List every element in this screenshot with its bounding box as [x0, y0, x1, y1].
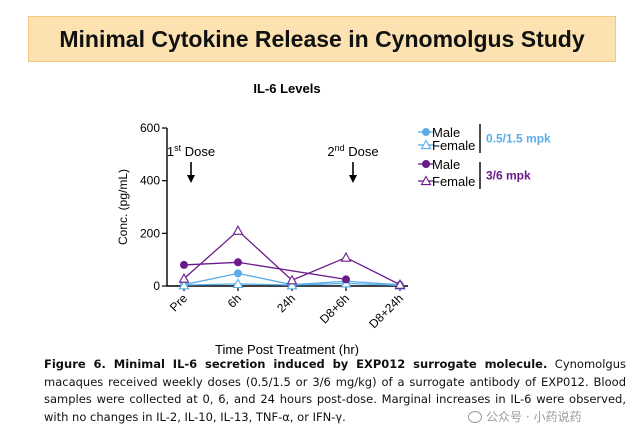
legend-marker [422, 160, 430, 168]
data-point [232, 225, 244, 235]
y-tick-label: 200 [140, 226, 160, 240]
wechat-icon [468, 410, 482, 423]
data-point [234, 269, 242, 278]
legend-marker [420, 175, 432, 186]
legend-label: Female [432, 138, 475, 153]
legend-label: Female [432, 174, 475, 189]
figure-caption: Figure 6. Minimal IL-6 secretion induced… [44, 356, 626, 426]
data-point [178, 272, 190, 283]
legend-label: Male [432, 157, 460, 172]
data-point [286, 274, 298, 285]
dose-arrow-head [187, 175, 195, 183]
dose-annotation: 1st Dose [167, 143, 215, 159]
data-point [394, 279, 406, 289]
data-point [340, 251, 352, 262]
x-tick-label: 24h [274, 291, 298, 315]
data-point [286, 279, 298, 290]
y-axis-label: Conc. (pg/mL) [116, 169, 130, 245]
dose-arrow-head [349, 175, 357, 183]
series-3 [178, 225, 406, 289]
chart-title: IL-6 Levels [253, 81, 320, 96]
banner-title: Minimal Cytokine Release in Cynomolgus S… [59, 25, 585, 52]
series-line [183, 261, 347, 281]
data-point [232, 278, 244, 289]
legend-label: Male [432, 125, 460, 140]
watermark-text: 公众号 · 小药说药 [486, 410, 582, 424]
series-2 [180, 258, 350, 284]
legend-group-label: 3/6 mpk [486, 169, 531, 183]
x-tick-label: D8+24h [366, 291, 406, 331]
x-axis-label: Time Post Treatment (hr) [215, 342, 359, 356]
legend-marker [420, 139, 432, 150]
x-tick-label: 6h [225, 291, 244, 310]
x-tick-label: Pre [167, 291, 190, 314]
watermark: 公众号 · 小药说药 [468, 408, 581, 425]
y-tick-label: 600 [140, 121, 160, 135]
legend-marker [422, 128, 430, 136]
il6-chart: IL-6 Levels 0 200 400 600 Conc. (pg/mL) Pre 6h 2… [116, 81, 551, 356]
data-point [178, 279, 190, 290]
caption-text: Cynomolgus macaques received weekly dose… [44, 357, 626, 424]
data-point [234, 258, 242, 267]
y-tick-label: 0 [153, 279, 160, 293]
legend-group-label: 0.5/1.5 mpk [486, 132, 551, 146]
caption-bold: Figure 6. Minimal IL-6 secretion induced… [44, 357, 548, 371]
x-tick-label: D8+6h [317, 291, 352, 326]
dose-annotation: 2nd Dose [327, 143, 378, 159]
data-point [180, 260, 188, 269]
title-banner: Minimal Cytokine Release in Cynomolgus S… [28, 16, 616, 62]
y-tick-label: 400 [140, 174, 160, 188]
data-point [342, 275, 350, 284]
